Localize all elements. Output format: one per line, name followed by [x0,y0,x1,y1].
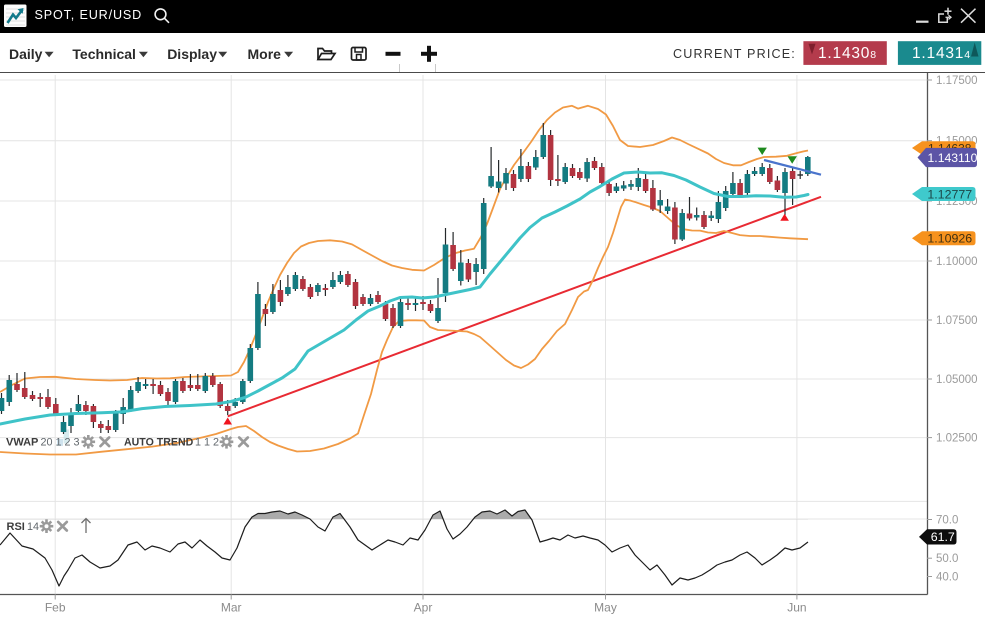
svg-text:1.05000: 1.05000 [936,374,978,386]
svg-text:1.12777: 1.12777 [927,187,972,201]
svg-text:14: 14 [27,521,39,533]
svg-text:Feb: Feb [45,601,66,615]
svg-text:CURRENT PRICE:: CURRENT PRICE: [673,47,796,61]
svg-text:1.14308: 1.14308 [818,45,877,62]
svg-text:VWAP: VWAP [6,437,38,449]
svg-text:Daily: Daily [9,46,43,62]
svg-text:50.0: 50.0 [936,553,958,565]
svg-text:Technical: Technical [72,46,136,62]
svg-text:1.143110: 1.143110 [928,151,978,165]
svg-text:20 1 2 3: 20 1 2 3 [41,437,80,449]
svg-text:1.10926: 1.10926 [927,232,972,246]
svg-text:RSI: RSI [7,521,25,533]
svg-text:1.14314: 1.14314 [912,45,971,62]
svg-text:1.02500: 1.02500 [936,433,978,445]
svg-text:1.07500: 1.07500 [936,315,978,327]
svg-text:Mar: Mar [221,601,242,615]
svg-text:May: May [594,601,617,615]
svg-text:40.0: 40.0 [936,572,958,584]
svg-text:AUTO TREND: AUTO TREND [124,437,194,449]
svg-text:Jun: Jun [787,601,806,615]
svg-text:70.0: 70.0 [936,515,958,527]
svg-text:1 1 2: 1 1 2 [195,437,219,449]
svg-text:1.10000: 1.10000 [936,256,978,268]
svg-text:1.17500: 1.17500 [936,75,978,87]
svg-text:More: More [248,46,282,62]
svg-text:61.7: 61.7 [931,530,955,544]
svg-text:Display: Display [167,46,217,62]
svg-text:Apr: Apr [414,601,433,615]
